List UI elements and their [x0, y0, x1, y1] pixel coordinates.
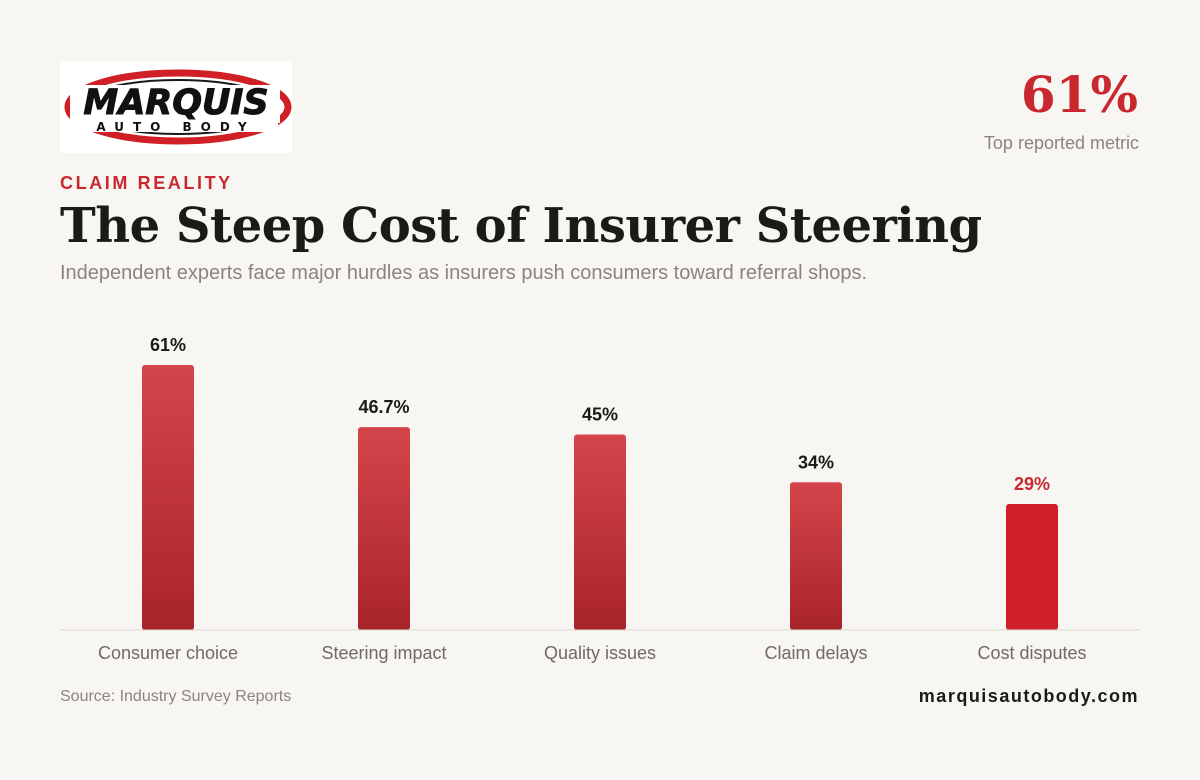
x-tick-label: Cost disputes [977, 643, 1086, 663]
bar-value-label: 34% [798, 452, 834, 472]
bar-cost-disputes [1006, 504, 1058, 630]
source-note: Source: Industry Survey Reports [60, 688, 292, 705]
bar-value-label: 29% [1014, 474, 1050, 494]
headline-metric-label: Top reported metric [983, 133, 1139, 153]
bar-value-label: 46.7% [358, 397, 409, 417]
logo-wordmark: MARQUIS [83, 83, 268, 123]
x-tick-label: Claim delays [764, 643, 867, 663]
bar-quality-issues [574, 434, 626, 630]
bar-steering-impact [358, 427, 410, 630]
headline-metric-value: 61% [1020, 65, 1138, 124]
logo-graphic: MARQUIS AUTO BODY [64, 69, 292, 145]
bar-consumer-choice [142, 365, 194, 630]
bar-value-label: 45% [582, 405, 618, 425]
x-tick-label: Consumer choice [98, 643, 238, 663]
page-subtitle: Independent experts face major hurdles a… [60, 262, 868, 284]
logo-subtext: AUTO BODY [96, 120, 255, 134]
x-tick-label: Quality issues [544, 643, 656, 663]
x-tick-label: Steering impact [321, 643, 446, 663]
section-kicker: CLAIM REALITY [60, 173, 233, 193]
bar-value-label: 61% [150, 335, 186, 355]
bar-claim-delays [790, 482, 842, 630]
brand-logo: MARQUIS AUTO BODY [60, 61, 292, 153]
page-title: The Steep Cost of Insurer Steering [60, 198, 982, 254]
website-link[interactable]: marquisautobody.com [918, 686, 1139, 706]
